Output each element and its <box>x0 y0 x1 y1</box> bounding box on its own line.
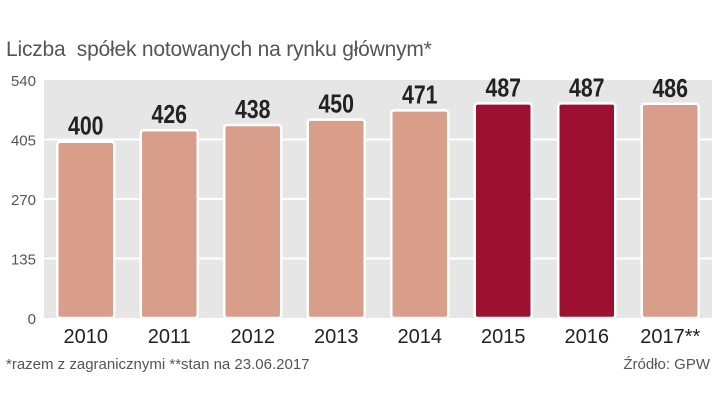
x-tick-label: 2015 <box>481 326 526 348</box>
bar <box>306 118 366 320</box>
bar <box>56 140 116 320</box>
x-tick-label: 2013 <box>314 326 359 348</box>
x-tick-label: 2010 <box>64 326 109 348</box>
bar <box>473 102 533 320</box>
y-tick-label: 0 <box>28 311 36 328</box>
bar-value-label: 438 <box>235 95 271 125</box>
bar-value-label: 487 <box>569 73 605 103</box>
footnote: *razem z zagranicznymi **stan na 23.06.2… <box>6 356 310 373</box>
bar-value-label: 486 <box>652 74 688 104</box>
bar-value-label: 471 <box>402 80 438 110</box>
bar-value-label: 450 <box>318 90 354 120</box>
y-tick-label: 270 <box>11 192 36 209</box>
bar-value-label: 426 <box>151 100 187 130</box>
bar <box>139 128 199 320</box>
y-tick-label: 540 <box>11 73 36 90</box>
y-tick-label: 405 <box>11 133 36 150</box>
y-tick-label: 135 <box>11 252 36 269</box>
source-note: Źródło: GPW <box>623 356 710 373</box>
x-tick-label: 2016 <box>565 326 610 348</box>
bar-value-label: 487 <box>485 73 521 103</box>
x-tick-label: 2014 <box>398 326 443 348</box>
chart-title: Liczba spółek notowanych na rynku główny… <box>6 38 432 61</box>
x-tick-label: 2017** <box>640 326 700 348</box>
x-tick-label: 2012 <box>231 326 276 348</box>
bar <box>390 109 450 320</box>
bar <box>640 102 700 320</box>
bar <box>223 123 283 320</box>
bar-value-label: 400 <box>68 112 104 142</box>
bar <box>557 102 617 320</box>
x-tick-label: 2011 <box>148 326 191 348</box>
